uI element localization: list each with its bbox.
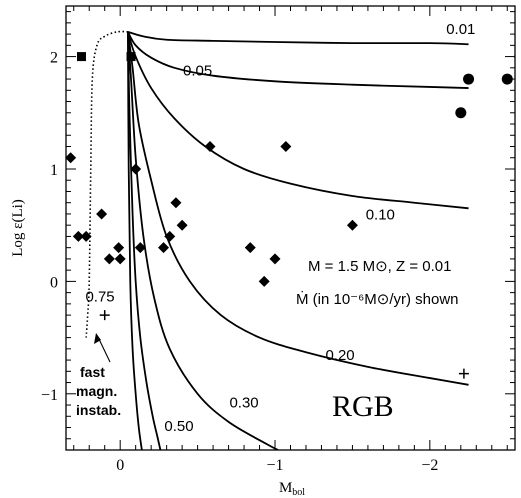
- diamond-point: [96, 208, 108, 220]
- mdot-annotation: Ṁ (in 10⁻⁶M⊙/yr) shown: [296, 290, 459, 308]
- diamond-point: [204, 141, 216, 153]
- y-tick-label: −1: [41, 387, 58, 404]
- curve-label-0-01: 0.01: [446, 21, 475, 38]
- y-tick-label: 1: [50, 162, 58, 179]
- curve-label-0-20: 0.20: [325, 347, 354, 364]
- model-curves: [85, 30, 469, 450]
- fast-label-line1: fast: [80, 364, 105, 380]
- diamond-point: [72, 230, 84, 242]
- circle-point: [463, 73, 475, 85]
- circle-point: [455, 107, 467, 119]
- fast-label-line2: magn.: [76, 383, 117, 399]
- y-tick-label: 0: [50, 274, 58, 291]
- diamond-point: [244, 242, 256, 254]
- fast-arrow-head: [94, 333, 101, 344]
- axis-ticks: [66, 6, 515, 451]
- observed-points: [66, 52, 515, 379]
- diamond-point: [158, 242, 170, 254]
- plus-point: [99, 310, 110, 321]
- diamond-point: [130, 163, 142, 175]
- square-point: [76, 52, 86, 62]
- diamond-point: [269, 253, 281, 265]
- curve-label-0-05: 0.05: [183, 63, 212, 80]
- y-tick-label: 2: [50, 50, 58, 67]
- diamond-point: [346, 219, 358, 231]
- square-point: [126, 52, 136, 62]
- curve-labels: 0.01 0.05 0.10 0.20 0.30 0.50 0.75: [85, 21, 475, 435]
- curve-0-01: [127, 30, 469, 46]
- curve-0-30: [127, 31, 279, 450]
- plus-point: [458, 368, 469, 379]
- circle-point: [514, 53, 515, 60]
- x-tick-label: 0: [116, 457, 124, 474]
- y-axis-label: Log ε(Li): [10, 199, 26, 257]
- x-axis-label: Mbol: [279, 480, 305, 498]
- diamond-point: [170, 197, 182, 209]
- diamond-point: [80, 230, 92, 242]
- fast-arrow-shaft: [97, 336, 111, 363]
- curve-label-0-50: 0.50: [164, 418, 193, 435]
- diamond-point: [114, 253, 126, 265]
- curve-0-75: [127, 31, 143, 450]
- x-tick-label: −2: [421, 457, 438, 474]
- curve-0-20: [127, 31, 469, 386]
- diamond-point: [66, 152, 77, 164]
- axis-tick-labels: 0 −1 −2 −1 0 1 2: [41, 50, 438, 474]
- curve-label-0-75: 0.75: [85, 289, 114, 306]
- diamond-point: [258, 275, 270, 287]
- curve-0-50: [127, 31, 162, 450]
- curve-0-05: [127, 31, 469, 89]
- diamond-point: [103, 253, 115, 265]
- diamond-point: [176, 219, 188, 231]
- x-tick-label: −1: [267, 457, 284, 474]
- curve-label-0-30: 0.30: [229, 394, 258, 411]
- fast-label-line3: instab.: [76, 402, 121, 418]
- params-annotation: M = 1.5 M⊙, Z = 0.01: [308, 258, 451, 275]
- x-axis-label-subscript: bol: [292, 487, 305, 498]
- phase-label: RGB: [332, 390, 394, 423]
- curve-fast-magn-instab: [85, 30, 128, 338]
- diamond-point: [164, 230, 176, 242]
- diamond-point: [280, 141, 292, 153]
- diamond-point: [134, 242, 146, 254]
- curve-0-10: [127, 31, 469, 210]
- circle-point: [501, 73, 513, 85]
- curve-label-0-10: 0.10: [366, 207, 395, 224]
- diamond-point: [113, 242, 125, 254]
